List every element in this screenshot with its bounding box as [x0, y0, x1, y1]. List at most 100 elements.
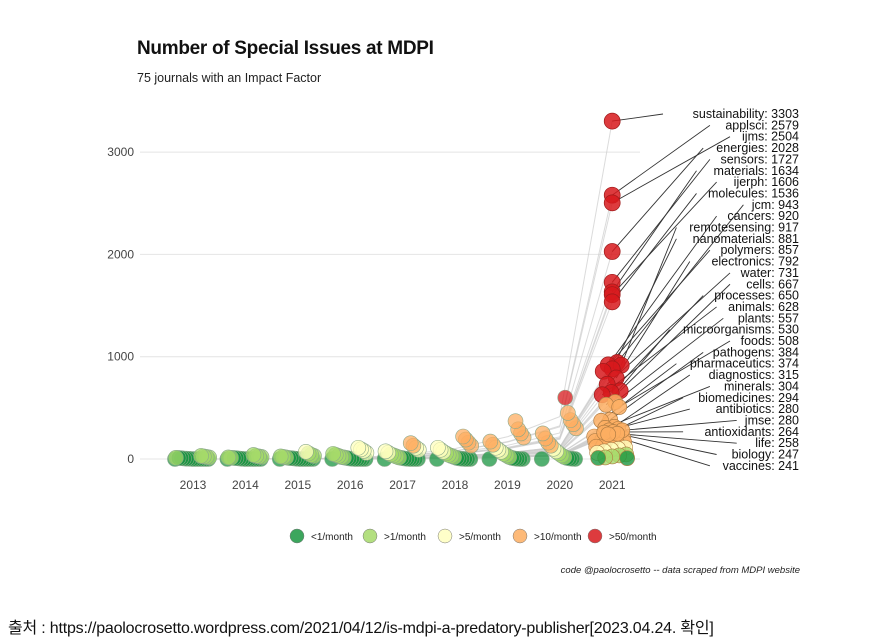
label-connector: [611, 238, 677, 370]
label-connector: [611, 181, 717, 296]
data-point: [603, 243, 621, 260]
journal-label: minerals: 304: [724, 379, 799, 393]
data-point: [298, 444, 314, 460]
legend-swatch: [289, 528, 305, 544]
journal-label: biomedicines: 294: [698, 391, 799, 405]
label-connector: [613, 374, 691, 428]
data-point: [560, 405, 576, 421]
journal-label: foods: 508: [741, 334, 799, 348]
source-note: 출처 : https://paolocrosetto.wordpress.com…: [8, 620, 714, 637]
x-tick-label: 2018: [442, 478, 469, 492]
journal-label: animals: 628: [728, 300, 799, 314]
data-point: [430, 439, 446, 456]
label-connector: [612, 113, 664, 122]
data-point: [220, 449, 237, 466]
trajectory-line: [192, 195, 613, 460]
journal-label: sensors: 1727: [720, 152, 799, 166]
x-tick-label: 2020: [546, 478, 573, 492]
journal-label: electronics: 792: [711, 255, 799, 269]
legend-label: >1/month: [384, 532, 426, 543]
journal-label: microorganisms: 530: [683, 323, 799, 337]
trajectory-lines: [192, 121, 613, 460]
journal-label: diagnostics: 315: [709, 368, 799, 382]
legend-swatch: [587, 528, 603, 544]
label-connector: [611, 170, 697, 293]
legend-label: >50/month: [609, 532, 657, 543]
journal-label: cancers: 920: [727, 209, 799, 223]
label-connector: [618, 397, 684, 430]
label-connector: [605, 385, 711, 429]
legend-swatch: [437, 528, 453, 544]
data-point: [603, 112, 621, 130]
trajectory-line: [192, 121, 613, 460]
journal-label: pathogens: 384: [713, 345, 799, 359]
label-connector: [614, 317, 724, 403]
label-connector: [615, 261, 691, 379]
journal-label: water: 731: [740, 266, 799, 280]
data-point: [603, 293, 621, 311]
data-point: [482, 433, 499, 450]
data-point: [534, 425, 551, 442]
label-connector: [620, 227, 677, 366]
x-tick-label: 2021: [599, 478, 626, 492]
journal-label: applsci: 2579: [725, 118, 799, 132]
label-connector: [611, 159, 711, 283]
journal-label: vaccines: 241: [723, 459, 799, 473]
data-point: [603, 194, 621, 212]
journal-label: polymers: 857: [720, 243, 799, 257]
data-point: [611, 399, 628, 415]
data-point: [600, 426, 617, 443]
y-tick-label: 2000: [107, 247, 134, 261]
journal-label: ijms: 2504: [742, 130, 799, 144]
journal-label: energies: 2028: [716, 141, 799, 155]
label-connector: [611, 147, 704, 252]
journal-label: antibiotics: 280: [716, 402, 799, 416]
journal-label: antioxidants: 264: [704, 425, 799, 439]
journal-label: nanomaterials: 881: [693, 232, 799, 246]
x-tick-label: 2017: [389, 478, 416, 492]
legend-label: <1/month: [311, 532, 353, 543]
data-point: [590, 450, 607, 466]
data-point: [598, 396, 615, 413]
y-tick-label: 3000: [107, 145, 134, 159]
data-point: [402, 435, 419, 451]
y-tick-label: 1000: [107, 350, 134, 364]
x-tick-label: 2015: [284, 478, 311, 492]
y-tick-label: 0: [127, 452, 134, 466]
data-point: [245, 447, 262, 463]
chart-title: Number of Special Issues at MDPI: [137, 38, 434, 59]
journal-label: sustainability: 3303: [693, 107, 799, 121]
x-tick-label: 2016: [337, 478, 364, 492]
journal-label: molecules: 1536: [708, 186, 799, 200]
data-point: [455, 428, 471, 445]
data-point: [350, 439, 367, 456]
chart-plot: 0 1000 2000 3000 2013 2014 2015 2016 2017 2018 201…: [107, 107, 800, 576]
journal-label: life: 258: [755, 436, 799, 450]
journal-label: jcm: 943: [751, 198, 799, 212]
label-connector: [602, 249, 711, 372]
journal-label: remotesensing: 917: [689, 221, 799, 235]
data-point: [272, 448, 289, 465]
label-connector: [611, 136, 731, 204]
journal-label: biology: 247: [732, 448, 799, 462]
legend-label: >5/month: [459, 532, 501, 543]
legend-swatch: [512, 528, 528, 544]
label-connector: [611, 193, 697, 303]
journal-label: plants: 557: [738, 311, 799, 325]
x-tick-label: 2013: [180, 478, 207, 492]
data-point: [168, 449, 184, 466]
data-point: [193, 448, 209, 464]
journal-label: processes: 650: [714, 289, 799, 303]
label-connector: [611, 124, 711, 196]
label-connector: [618, 340, 731, 408]
data-point: [325, 446, 341, 462]
data-point: [507, 413, 524, 429]
data-point: [377, 443, 394, 460]
data-point: [533, 451, 550, 467]
chart-subtitle: 75 journals with an Impact Factor: [137, 71, 322, 85]
journal-label: materials: 1634: [714, 164, 800, 178]
data-point: [557, 389, 574, 406]
journal-label: ijerph: 1606: [734, 175, 799, 189]
legend-swatch: [362, 528, 378, 544]
